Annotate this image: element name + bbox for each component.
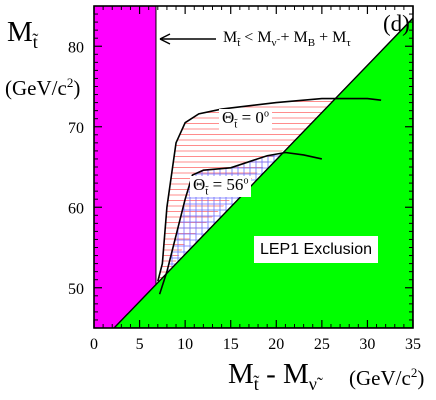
x-tick-label: 0 [90, 336, 98, 353]
x-axis-label-main: Mt̃ - Mν̃ [228, 358, 317, 394]
x-tick-label: 5 [136, 336, 144, 353]
y-tick-label: 80 [68, 39, 84, 56]
y-tick-label: 70 [68, 120, 84, 137]
theta-zero-contour [157, 97, 382, 282]
constraint-arrow-head [159, 33, 171, 45]
y-axis-label-main: Mt̃ [7, 16, 38, 52]
theta-zero-label: Θt̃ = 0o [219, 109, 272, 131]
theta-56-contour [158, 151, 323, 295]
panel-label: (d) [383, 11, 410, 36]
y-axis-label-unit: (GeV/c2) [5, 75, 81, 100]
x-axis-label-unit: (GeV/c2) [349, 365, 425, 390]
y-tick-label: 50 [68, 281, 84, 298]
x-tick-label: 15 [223, 336, 239, 353]
y-tick-label: 60 [68, 200, 84, 217]
lep1-exclusion-label: LEP1 Exclusion [254, 236, 378, 263]
constraint-annotation: Mt̃ < Mν̃ + MB + Mτ [223, 29, 351, 50]
magenta-exclusion-band [94, 6, 157, 328]
x-tick-label: 30 [359, 336, 375, 353]
x-tick-label: 35 [405, 336, 421, 353]
theta-56-label: Θt̃ = 56o [190, 176, 252, 198]
x-tick-label: 20 [268, 336, 284, 353]
x-tick-label: 25 [314, 336, 330, 353]
x-tick-label: 10 [177, 336, 193, 353]
